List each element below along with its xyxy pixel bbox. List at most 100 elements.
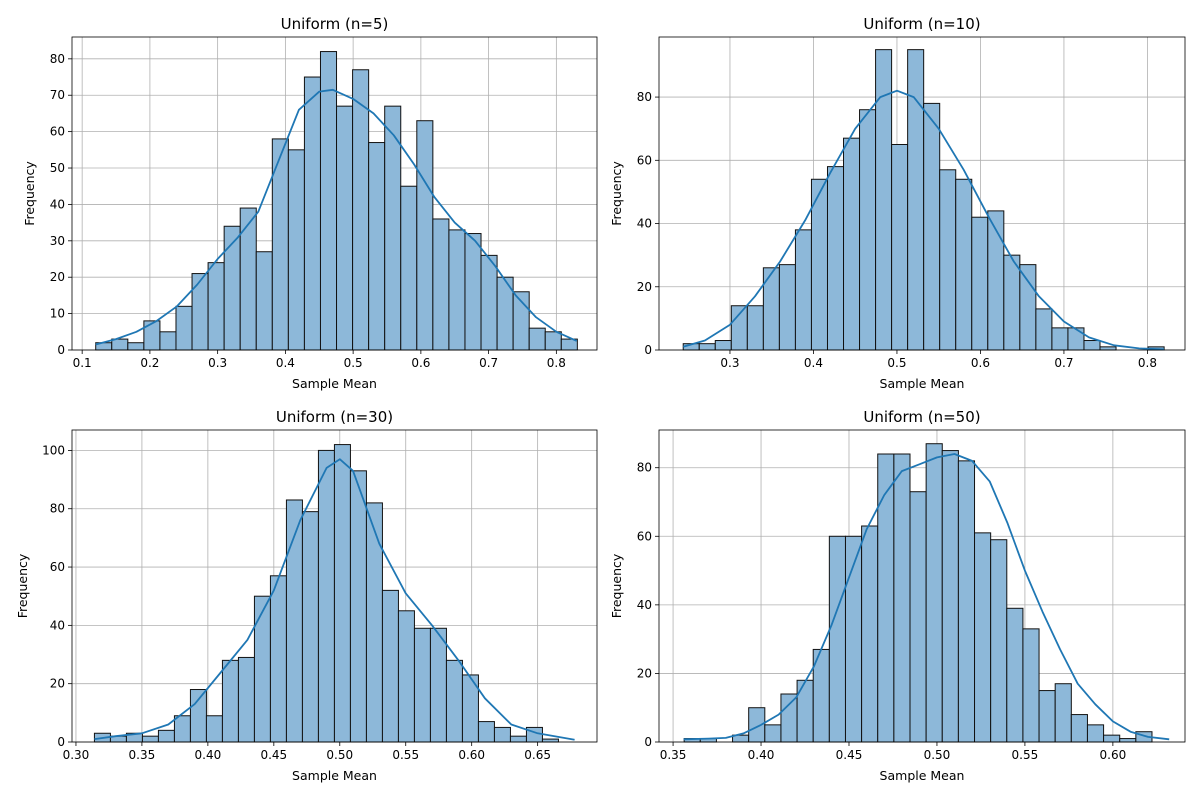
x-tick-label: 0.50	[924, 748, 951, 762]
histogram-bar	[877, 453, 895, 743]
histogram-bar	[255, 251, 273, 351]
histogram-bar	[429, 627, 447, 743]
histogram-bar	[157, 729, 175, 743]
y-axis-label: Frequency	[609, 553, 624, 618]
histogram-bar	[939, 169, 957, 351]
kde-line	[682, 89, 1165, 351]
y-tick-label: 20	[50, 270, 65, 284]
y-tick-label: 0	[57, 735, 65, 749]
histogram-bar	[1006, 607, 1024, 743]
histogram-bar	[1086, 724, 1105, 743]
histogram-bar	[1035, 308, 1053, 351]
x-tick-label: 0.60	[458, 748, 485, 762]
histogram-bar	[253, 595, 271, 743]
x-tick-label: 0.65	[524, 748, 551, 762]
y-tick-label: 60	[50, 560, 65, 574]
histogram-bar	[445, 659, 463, 743]
histogram-bar	[1103, 734, 1121, 743]
histogram-bar	[400, 185, 418, 351]
histogram-bar	[1083, 340, 1101, 351]
histogram-bar	[1051, 327, 1069, 351]
histogram-bar	[955, 178, 973, 351]
histogram-bar	[365, 502, 383, 743]
x-tick-label: 0.35	[129, 748, 156, 762]
histogram-bar	[990, 539, 1008, 743]
histogram-bar	[432, 218, 450, 351]
x-tick-label: 0.2	[140, 356, 159, 370]
kde-line	[95, 88, 578, 346]
y-tick-label: 20	[50, 677, 65, 691]
chart-panel-1: 0.1 0.2 0.3 0.4 0.5 0.6 0.7 0.8 0 10 20 30 40 50 60 70 8…	[22, 15, 598, 391]
histogram-bar	[237, 656, 255, 743]
x-axis-label: Sample Mean	[880, 376, 965, 391]
y-tick-label: 40	[637, 217, 652, 231]
histogram-bar	[541, 738, 559, 743]
histogram-bar	[303, 76, 321, 351]
y-axis-label: Frequency	[609, 161, 624, 226]
x-tick-label: 0.50	[326, 748, 353, 762]
histogram-bar	[1038, 690, 1056, 743]
x-axis-label: Sample Mean	[880, 768, 965, 783]
y-tick-label: 80	[637, 461, 652, 475]
x-tick-label: 0.45	[836, 748, 863, 762]
histogram-bar	[336, 105, 354, 351]
histogram-bar	[221, 659, 239, 743]
histogram-bar	[528, 327, 546, 351]
chart-title: Uniform (n=5)	[281, 15, 389, 33]
y-tick-label: 40	[50, 197, 65, 211]
histogram-bar	[448, 229, 466, 351]
histogram-bar	[891, 143, 909, 351]
histogram-bar	[925, 443, 943, 743]
histogram-bar	[413, 627, 431, 743]
x-tick-label: 0.6	[411, 356, 430, 370]
histogram-bar	[796, 679, 814, 743]
y-tick-label: 60	[637, 529, 652, 543]
x-tick-label: 0.35	[660, 748, 687, 762]
x-axis-label: Sample Mean	[292, 376, 377, 391]
histogram-bar	[319, 51, 338, 351]
y-tick-label: 60	[50, 125, 65, 139]
histogram-bar	[333, 444, 351, 743]
histogram-bar	[205, 715, 223, 743]
histogram-bar	[1022, 628, 1040, 743]
kde-line	[94, 458, 575, 741]
y-axis-label: Frequency	[22, 161, 37, 226]
axes-frame	[71, 429, 598, 743]
y-tick-label: 50	[50, 161, 65, 175]
histogram-bar	[368, 142, 386, 351]
y-tick-label: 80	[50, 502, 65, 516]
histogram-bar	[1067, 327, 1085, 351]
histogram-bar	[159, 331, 177, 351]
x-tick-label: 0.8	[1138, 356, 1157, 370]
axes-frame	[658, 36, 1186, 351]
chart-title: Uniform (n=10)	[863, 15, 980, 33]
histogram-bar	[509, 735, 527, 743]
x-tick-label: 0.5	[887, 356, 906, 370]
histogram-bar	[893, 453, 911, 743]
x-tick-label: 0.45	[260, 748, 287, 762]
histogram-bar	[141, 735, 159, 743]
histogram-bar	[826, 166, 845, 351]
histogram-bar	[746, 305, 764, 351]
x-tick-label: 0.4	[804, 356, 823, 370]
y-tick-label: 0	[644, 735, 652, 749]
histogram-bar	[173, 715, 191, 743]
x-tick-label: 0.7	[479, 356, 498, 370]
x-tick-label: 0.6	[971, 356, 990, 370]
x-tick-label: 0.3	[720, 356, 739, 370]
histogram-bar	[493, 726, 511, 743]
chart-panel-2: 0.3 0.4 0.5 0.6 0.7 0.8 0 20 40 60 80 Uniform (n=10…	[609, 15, 1186, 391]
histogram-bar	[191, 273, 209, 351]
histogram-bar	[859, 109, 877, 351]
axes-frame	[71, 36, 598, 351]
y-tick-label: 60	[637, 153, 652, 167]
kde-line	[683, 453, 1170, 741]
histogram-bar	[317, 449, 335, 743]
histogram-bar	[189, 689, 207, 743]
histogram-bar	[987, 210, 1005, 351]
histogram-bar	[287, 149, 305, 351]
histogram-bar	[941, 450, 959, 743]
chart-title: Uniform (n=50)	[863, 408, 980, 426]
histogram-bar	[974, 532, 992, 743]
